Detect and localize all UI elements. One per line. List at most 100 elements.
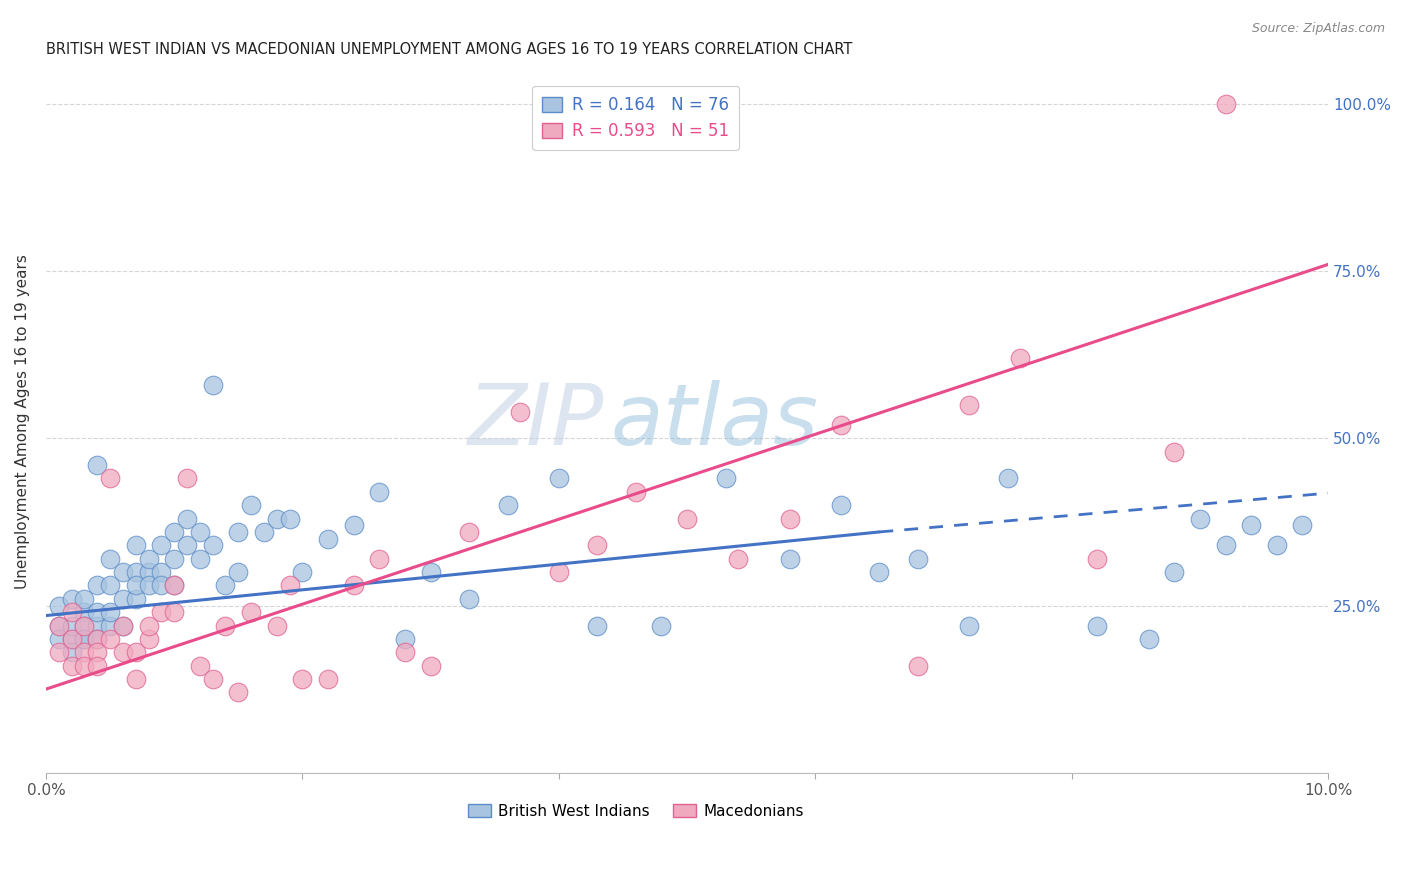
Point xyxy=(73,645,96,659)
Point xyxy=(98,551,121,566)
Point xyxy=(60,591,83,606)
Point xyxy=(98,618,121,632)
Point xyxy=(86,605,108,619)
Point xyxy=(60,632,83,646)
Point xyxy=(868,565,890,579)
Point xyxy=(727,551,749,566)
Point xyxy=(343,518,366,533)
Point xyxy=(1085,551,1108,566)
Y-axis label: Unemployment Among Ages 16 to 19 years: Unemployment Among Ages 16 to 19 years xyxy=(15,254,30,589)
Point xyxy=(73,605,96,619)
Point xyxy=(111,565,134,579)
Point xyxy=(60,645,83,659)
Point xyxy=(163,551,186,566)
Point xyxy=(226,565,249,579)
Point xyxy=(214,618,236,632)
Point xyxy=(48,645,70,659)
Point xyxy=(73,618,96,632)
Point xyxy=(163,578,186,592)
Point xyxy=(48,599,70,613)
Point xyxy=(111,618,134,632)
Point xyxy=(48,618,70,632)
Point xyxy=(1163,444,1185,458)
Text: ZIP: ZIP xyxy=(467,380,603,463)
Point xyxy=(188,551,211,566)
Point xyxy=(1188,511,1211,525)
Point xyxy=(458,524,481,539)
Point xyxy=(343,578,366,592)
Point xyxy=(163,578,186,592)
Point xyxy=(111,645,134,659)
Point xyxy=(73,618,96,632)
Point xyxy=(779,551,801,566)
Point xyxy=(586,538,609,552)
Point xyxy=(458,591,481,606)
Point xyxy=(650,618,672,632)
Point xyxy=(125,578,148,592)
Point xyxy=(368,551,391,566)
Point xyxy=(201,377,224,392)
Point xyxy=(496,498,519,512)
Point xyxy=(60,605,83,619)
Point xyxy=(1163,565,1185,579)
Point xyxy=(779,511,801,525)
Point xyxy=(1265,538,1288,552)
Point xyxy=(86,645,108,659)
Point xyxy=(201,538,224,552)
Point xyxy=(1010,351,1032,365)
Point xyxy=(291,565,314,579)
Point xyxy=(138,578,160,592)
Point xyxy=(150,605,173,619)
Point xyxy=(73,632,96,646)
Point xyxy=(830,498,852,512)
Point xyxy=(150,578,173,592)
Point xyxy=(98,632,121,646)
Point xyxy=(957,618,980,632)
Point xyxy=(188,524,211,539)
Point xyxy=(214,578,236,592)
Point xyxy=(150,565,173,579)
Point xyxy=(111,618,134,632)
Point xyxy=(1215,538,1237,552)
Point xyxy=(60,618,83,632)
Point xyxy=(138,565,160,579)
Point xyxy=(226,685,249,699)
Point xyxy=(73,658,96,673)
Point xyxy=(86,658,108,673)
Point xyxy=(547,471,569,485)
Point xyxy=(907,551,929,566)
Point xyxy=(266,618,288,632)
Point xyxy=(176,511,198,525)
Point xyxy=(138,618,160,632)
Point xyxy=(547,565,569,579)
Point xyxy=(111,591,134,606)
Point xyxy=(676,511,699,525)
Point xyxy=(291,672,314,686)
Point xyxy=(368,484,391,499)
Point xyxy=(1215,96,1237,111)
Point xyxy=(278,511,301,525)
Point xyxy=(240,605,263,619)
Point xyxy=(125,538,148,552)
Point xyxy=(509,404,531,418)
Point xyxy=(253,524,276,539)
Point xyxy=(907,658,929,673)
Point xyxy=(419,565,441,579)
Point xyxy=(86,618,108,632)
Point xyxy=(278,578,301,592)
Point xyxy=(316,672,339,686)
Text: atlas: atlas xyxy=(610,380,818,463)
Point xyxy=(86,632,108,646)
Point xyxy=(48,618,70,632)
Point xyxy=(125,591,148,606)
Point xyxy=(394,645,416,659)
Point xyxy=(86,578,108,592)
Point xyxy=(73,591,96,606)
Point xyxy=(1085,618,1108,632)
Legend: British West Indians, Macedonians: British West Indians, Macedonians xyxy=(461,797,810,825)
Point xyxy=(240,498,263,512)
Point xyxy=(1240,518,1263,533)
Point xyxy=(163,605,186,619)
Point xyxy=(714,471,737,485)
Point xyxy=(1137,632,1160,646)
